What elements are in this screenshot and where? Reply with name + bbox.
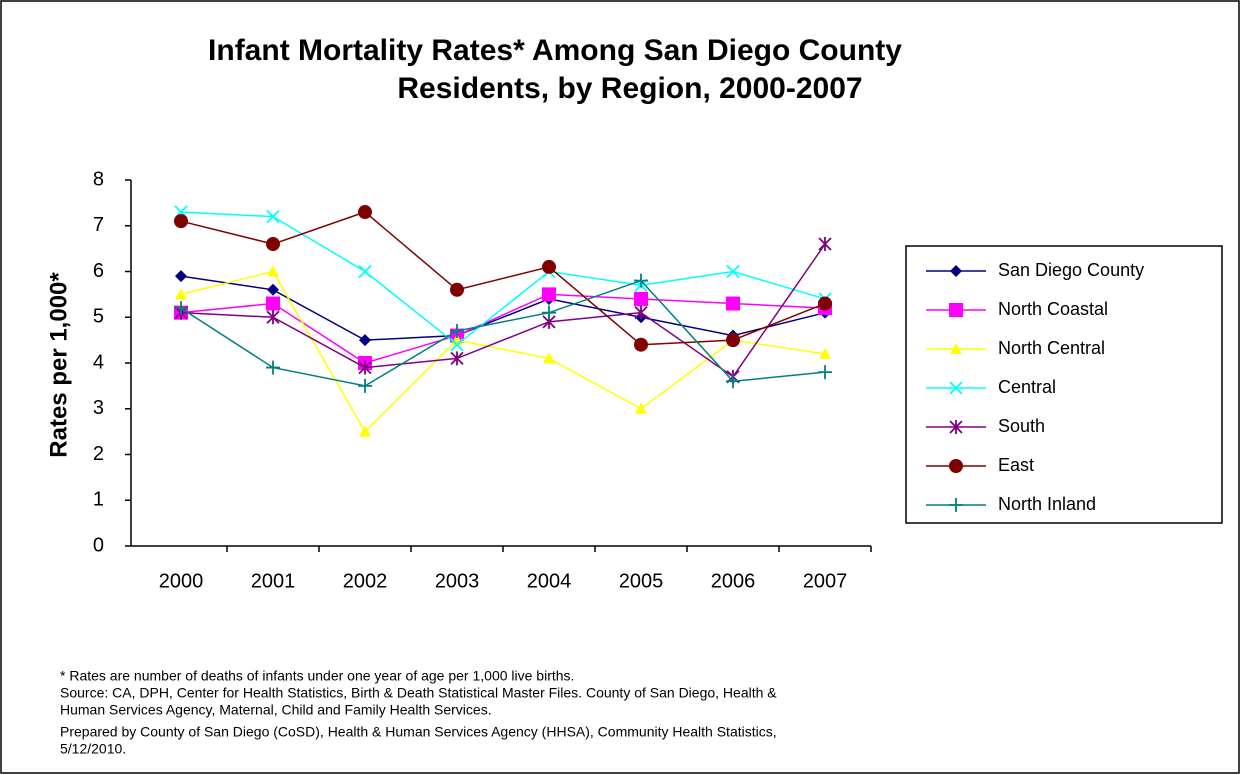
legend-marker [949, 381, 963, 395]
legend-marker [949, 498, 963, 512]
y-tick-label: 8 [93, 168, 104, 190]
marker [450, 323, 464, 338]
marker [174, 301, 188, 316]
marker [358, 264, 372, 279]
marker [542, 287, 556, 302]
legend-label: North Central [998, 338, 1105, 358]
legend-marker [949, 459, 963, 473]
footnote: Source: CA, DPH, Center for Health Stati… [60, 685, 777, 701]
marker [634, 337, 648, 352]
marker [266, 209, 280, 224]
series-line [180, 293, 826, 364]
marker [267, 265, 279, 277]
marker [634, 305, 648, 320]
series-line [180, 243, 826, 378]
marker [450, 282, 464, 297]
legend-label: North Coastal [998, 299, 1108, 319]
marker [174, 214, 188, 229]
marker [726, 333, 740, 348]
x-tick-label: 2000 [159, 570, 204, 592]
marker [543, 352, 555, 364]
marker [359, 334, 371, 347]
marker [266, 237, 280, 252]
marker [542, 259, 556, 274]
marker [818, 365, 832, 380]
legend-label: North Inland [998, 494, 1096, 514]
marker [358, 205, 372, 220]
y-tick-label: 6 [93, 260, 104, 282]
legend-label: East [998, 455, 1034, 475]
legend-label: Central [998, 377, 1056, 397]
y-axis-label: Rates per 1,000* [45, 272, 72, 458]
y-tick-label: 1 [93, 489, 104, 511]
marker [635, 402, 647, 414]
marker [818, 237, 832, 252]
marker [266, 360, 280, 375]
marker [450, 338, 464, 352]
marker [726, 296, 740, 311]
footnote: 5/12/2010. [60, 741, 126, 757]
legend-marker [949, 303, 963, 317]
x-tick-label: 2002 [343, 570, 388, 592]
marker [726, 264, 740, 279]
legend-marker [950, 343, 962, 354]
marker [358, 378, 372, 393]
marker [818, 296, 832, 311]
marker [726, 374, 740, 389]
legend-marker [950, 265, 962, 277]
footnote: * Rates are number of deaths of infants … [60, 668, 574, 684]
legend-label: San Diego County [998, 260, 1144, 280]
y-tick-label: 4 [93, 351, 104, 373]
footnote: Human Services Agency, Maternal, Child a… [60, 702, 492, 718]
marker [267, 283, 279, 296]
footnote: Prepared by County of San Diego (CoSD), … [60, 724, 777, 740]
marker [634, 273, 648, 288]
x-tick-label: 2003 [435, 570, 480, 592]
marker [819, 347, 831, 359]
y-tick-label: 0 [93, 534, 104, 556]
marker [175, 288, 187, 300]
x-tick-label: 2004 [527, 570, 572, 592]
x-tick-label: 2001 [251, 570, 296, 592]
y-tick-label: 7 [93, 214, 104, 236]
marker [358, 360, 372, 375]
series-line [180, 211, 826, 346]
chart-title: Residents, by Region, 2000-2007 [397, 72, 862, 105]
legend-marker [949, 420, 963, 434]
marker [359, 425, 371, 437]
x-tick-label: 2005 [619, 570, 664, 592]
marker [266, 296, 280, 311]
x-tick-label: 2006 [711, 570, 756, 592]
chart-title: Infant Mortality Rates* Among San Diego … [208, 34, 902, 67]
series-line [180, 270, 826, 433]
marker [266, 310, 280, 325]
marker [175, 270, 187, 283]
x-tick-label: 2007 [803, 570, 848, 592]
marker [542, 305, 556, 320]
y-tick-label: 3 [93, 397, 104, 419]
marker [634, 291, 648, 306]
legend-label: South [998, 416, 1045, 436]
y-tick-label: 5 [93, 306, 104, 328]
series-line [180, 211, 826, 346]
series-line [180, 279, 826, 387]
y-tick-label: 2 [93, 443, 104, 465]
marker [450, 351, 464, 366]
